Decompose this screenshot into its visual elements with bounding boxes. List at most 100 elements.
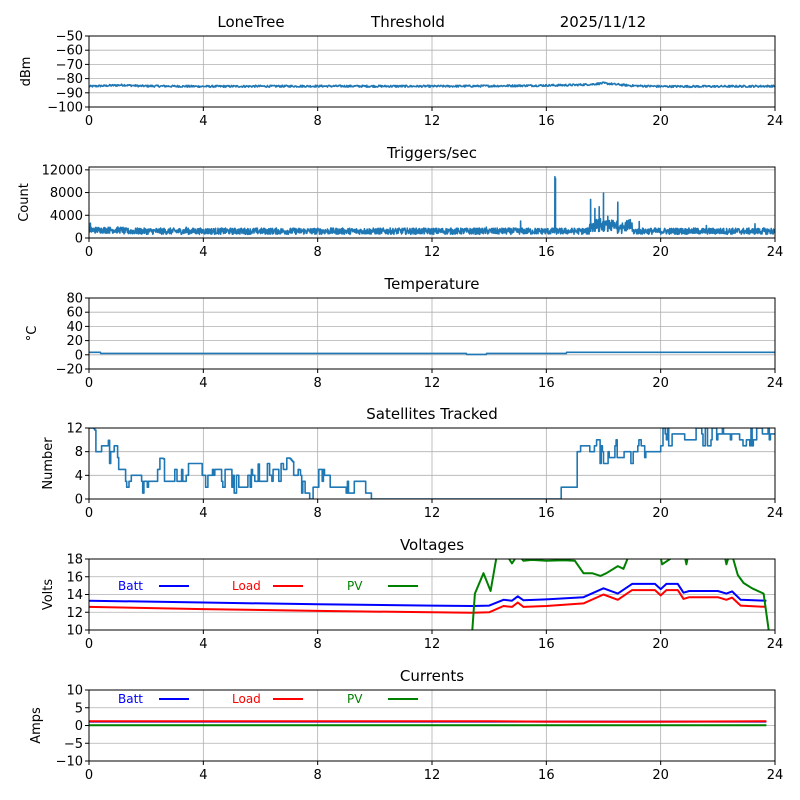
header-station: LoneTree xyxy=(217,13,284,31)
panel-0: 0 4 8 12 16 20 24 −50−60−70−80−90−100 dBm xyxy=(19,30,783,130)
series-group xyxy=(89,175,775,236)
series-group xyxy=(89,81,775,89)
x-tick-label: 24 xyxy=(767,245,784,260)
series-line-load xyxy=(89,720,767,723)
x-tick-label: 8 xyxy=(314,245,322,260)
y-axis-label: Amps xyxy=(29,707,44,744)
y-tick-label: 60 xyxy=(66,306,83,321)
x-tick-label: 24 xyxy=(767,376,784,391)
x-tick-label: 4 xyxy=(199,637,207,652)
x-tick-label: 16 xyxy=(538,245,555,260)
y-tick-label: 0 xyxy=(75,493,83,508)
y-tick-label: 16 xyxy=(66,570,83,585)
x-tick-label: 16 xyxy=(538,114,555,129)
y-tick-label: −90 xyxy=(56,86,83,101)
x-tick-label: 8 xyxy=(314,376,322,391)
x-tick-label: 20 xyxy=(652,114,669,129)
legend-label-load: Load xyxy=(232,692,261,706)
series-line-batt xyxy=(89,582,767,607)
series-line-temperature xyxy=(89,351,775,356)
y-tick-label: −70 xyxy=(56,58,83,73)
y-axis-label: °C xyxy=(25,326,40,342)
x-tick-label: 16 xyxy=(538,506,555,521)
y-tick-label: −60 xyxy=(56,44,83,59)
x-tick-label: 20 xyxy=(652,637,669,652)
y-tick-label: 80 xyxy=(66,292,83,307)
y-tick-label: −5 xyxy=(64,737,83,752)
panel-4: Batt Load PV 0 4 8 12 16 20 24 10 12 14 16 18 Voltages V… xyxy=(41,536,783,652)
y-tick-label: −80 xyxy=(56,72,83,87)
legend-label-batt: Batt xyxy=(118,692,143,706)
legend-label-load: Load xyxy=(232,579,261,593)
y-axis-label: Volts xyxy=(41,579,56,611)
series-group xyxy=(89,351,775,356)
panel-title: Currents xyxy=(400,667,464,685)
x-tick-label: 12 xyxy=(424,768,441,783)
y-tick-label: 18 xyxy=(66,553,83,568)
x-tick-label: 0 xyxy=(85,245,93,260)
y-tick-label: 0 xyxy=(75,232,83,247)
panel-title: Voltages xyxy=(400,536,464,554)
x-tick-label: 12 xyxy=(424,376,441,391)
x-tick-label: 0 xyxy=(85,114,93,129)
y-tick-label: 4000 xyxy=(50,209,83,224)
panel-3: 0 4 8 12 16 20 24 0 4 8 12 Satellites Tracked Number xyxy=(41,405,783,521)
x-tick-label: 4 xyxy=(199,506,207,521)
y-tick-label: −20 xyxy=(56,363,83,378)
x-tick-label: 12 xyxy=(424,637,441,652)
x-tick-label: 4 xyxy=(199,114,207,129)
x-tick-label: 4 xyxy=(199,768,207,783)
y-tick-label: −100 xyxy=(47,101,83,116)
y-tick-label: 8000 xyxy=(50,186,83,201)
y-tick-label: 10 xyxy=(66,684,83,699)
x-tick-label: 12 xyxy=(424,506,441,521)
y-tick-label: 12 xyxy=(66,422,83,437)
y-tick-label: 5 xyxy=(75,701,83,716)
x-tick-label: 16 xyxy=(538,768,555,783)
series-line-satellites xyxy=(89,428,775,499)
y-tick-label: 14 xyxy=(66,588,83,603)
x-tick-label: 8 xyxy=(314,768,322,783)
series-group xyxy=(89,559,770,630)
y-tick-label: 12000 xyxy=(42,163,83,178)
y-axis-label: dBm xyxy=(19,57,34,87)
y-axis-label: Count xyxy=(17,183,32,222)
x-tick-label: 24 xyxy=(767,637,784,652)
series-line-signal xyxy=(89,81,775,89)
x-tick-label: 0 xyxy=(85,637,93,652)
x-tick-label: 4 xyxy=(199,376,207,391)
series-group xyxy=(89,428,775,499)
header-date: 2025/11/12 xyxy=(560,13,646,31)
x-tick-label: 12 xyxy=(424,114,441,129)
x-tick-label: 0 xyxy=(85,506,93,521)
header-mode: Threshold xyxy=(370,13,445,31)
panel-title: Temperature xyxy=(383,275,479,293)
panel-title: Satellites Tracked xyxy=(366,405,497,423)
x-tick-label: 16 xyxy=(538,637,555,652)
panel-title: Triggers/sec xyxy=(386,144,477,162)
x-tick-label: 8 xyxy=(314,506,322,521)
y-tick-label: 12 xyxy=(66,606,83,621)
x-tick-label: 8 xyxy=(314,637,322,652)
y-tick-label: 40 xyxy=(66,320,83,335)
y-tick-label: 20 xyxy=(66,334,83,349)
series-line-load xyxy=(89,589,767,614)
y-axis-label: Number xyxy=(41,437,56,490)
y-tick-label: −10 xyxy=(56,755,83,770)
x-tick-label: 0 xyxy=(85,768,93,783)
x-tick-label: 24 xyxy=(767,768,784,783)
x-tick-label: 20 xyxy=(652,768,669,783)
x-tick-label: 20 xyxy=(652,245,669,260)
y-tick-label: 4 xyxy=(75,469,83,484)
series-line-pv xyxy=(471,559,770,630)
x-tick-label: 20 xyxy=(652,506,669,521)
y-tick-label: 0 xyxy=(75,719,83,734)
x-tick-label: 4 xyxy=(199,245,207,260)
y-tick-label: 8 xyxy=(75,445,83,460)
y-tick-label: −50 xyxy=(56,30,83,45)
x-tick-label: 24 xyxy=(767,114,784,129)
x-tick-label: 12 xyxy=(424,245,441,260)
